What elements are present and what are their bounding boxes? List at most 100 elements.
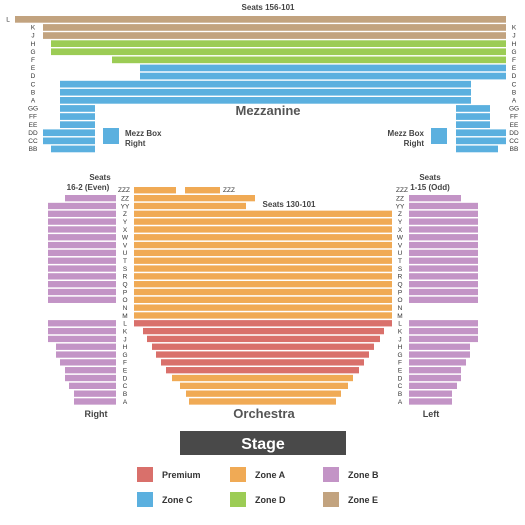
mezz-row-ff-block-0[interactable] bbox=[60, 113, 95, 120]
orch-center-row-f[interactable] bbox=[161, 359, 364, 366]
orch-left-row-h[interactable] bbox=[409, 343, 470, 350]
mezz-row-l-block-0[interactable] bbox=[15, 16, 506, 23]
orch-center-row-y[interactable] bbox=[134, 218, 392, 225]
mezz-row-bb-block-0[interactable] bbox=[51, 145, 95, 153]
orch-center-row-d[interactable] bbox=[172, 374, 353, 382]
mezz-row-e-block-0[interactable] bbox=[140, 64, 506, 72]
orch-right-row-o[interactable] bbox=[48, 296, 116, 303]
mezz-row-gg-block-0[interactable] bbox=[60, 105, 95, 112]
orch-row-zzz-block-1[interactable] bbox=[185, 187, 220, 194]
orch-left-row-p[interactable] bbox=[409, 288, 478, 296]
orch-center-row-o[interactable] bbox=[134, 296, 392, 303]
orch-center-row-h[interactable] bbox=[152, 343, 374, 350]
orch-center-row-g[interactable] bbox=[156, 351, 369, 358]
orch-right-row-f[interactable] bbox=[60, 359, 116, 366]
orch-left-row-b[interactable] bbox=[409, 390, 452, 397]
orch-center-row-x[interactable] bbox=[134, 226, 392, 233]
mezz-row-b-block-0[interactable] bbox=[60, 88, 471, 96]
mezz-row-dd-block-0[interactable] bbox=[43, 129, 95, 137]
mezz-row-k-block-0[interactable] bbox=[43, 24, 506, 31]
orch-center-row-n[interactable] bbox=[134, 304, 392, 311]
orch-center-row-zz[interactable] bbox=[134, 195, 255, 202]
mezz-row-f-block-0[interactable] bbox=[112, 56, 506, 64]
orch-center-row-c[interactable] bbox=[180, 382, 348, 389]
orch-center-row-a[interactable] bbox=[189, 398, 336, 405]
orch-left-row-x[interactable] bbox=[409, 226, 478, 233]
mezz-row-ff-block-1[interactable] bbox=[456, 113, 490, 120]
orch-left-row-o[interactable] bbox=[409, 296, 478, 303]
mezz-row-d-block-0[interactable] bbox=[140, 72, 506, 80]
mezz-row-ee-block-0[interactable] bbox=[60, 121, 95, 128]
orch-right-row-x[interactable] bbox=[48, 226, 116, 233]
orch-left-row-v[interactable] bbox=[409, 241, 478, 249]
orch-row-zzz-block-0[interactable] bbox=[134, 187, 176, 194]
orch-left-row-c[interactable] bbox=[409, 382, 457, 389]
orch-right-row-a[interactable] bbox=[74, 398, 116, 405]
orch-right-row-s[interactable] bbox=[48, 265, 116, 272]
orch-left-row-j[interactable] bbox=[409, 335, 478, 343]
orch-center-row-m[interactable] bbox=[134, 312, 392, 319]
orch-center-row-e[interactable] bbox=[166, 367, 359, 374]
orch-right-row-t[interactable] bbox=[48, 257, 116, 264]
orch-right-row-e[interactable] bbox=[65, 367, 116, 374]
orch-right-row-l[interactable] bbox=[48, 320, 116, 327]
orch-center-row-z[interactable] bbox=[134, 210, 392, 217]
mezz-row-dd-block-1[interactable] bbox=[456, 129, 506, 137]
orch-center-row-v[interactable] bbox=[134, 241, 392, 249]
orch-left-row-e[interactable] bbox=[409, 367, 461, 374]
mezz-row-j-block-0[interactable] bbox=[43, 32, 506, 39]
orch-right-row-r[interactable] bbox=[48, 273, 116, 280]
orch-left-row-yy[interactable] bbox=[409, 202, 478, 210]
orch-center-row-s[interactable] bbox=[134, 265, 392, 272]
orch-right-row-h[interactable] bbox=[56, 343, 116, 350]
orch-left-row-l[interactable] bbox=[409, 320, 478, 327]
orch-left-row-r[interactable] bbox=[409, 273, 478, 280]
orch-center-row-k[interactable] bbox=[143, 327, 384, 335]
mezz-row-cc-block-1[interactable] bbox=[456, 137, 506, 145]
orch-left-row-y[interactable] bbox=[409, 218, 478, 225]
orch-right-row-y[interactable] bbox=[48, 218, 116, 225]
orch-center-row-t[interactable] bbox=[134, 257, 392, 264]
orch-right-row-p[interactable] bbox=[48, 288, 116, 296]
orch-left-row-s[interactable] bbox=[409, 265, 478, 272]
mezz-row-ee-block-1[interactable] bbox=[456, 121, 490, 128]
orch-left-row-d[interactable] bbox=[409, 374, 461, 382]
orch-left-row-zz[interactable] bbox=[409, 195, 461, 202]
mezz-box-left[interactable] bbox=[103, 128, 119, 144]
orch-center-row-w[interactable] bbox=[134, 234, 392, 241]
orch-left-row-a[interactable] bbox=[409, 398, 452, 405]
orch-right-row-yy[interactable] bbox=[48, 202, 116, 210]
orch-center-row-l[interactable] bbox=[134, 320, 392, 327]
mezz-box-right[interactable] bbox=[431, 128, 447, 144]
mezz-row-bb-block-1[interactable] bbox=[456, 145, 498, 153]
orch-center-row-b[interactable] bbox=[186, 390, 341, 397]
orch-right-row-b[interactable] bbox=[74, 390, 116, 397]
orch-right-row-c[interactable] bbox=[69, 382, 116, 389]
orch-right-row-g[interactable] bbox=[56, 351, 116, 358]
orch-right-row-q[interactable] bbox=[48, 281, 116, 288]
orch-left-row-k[interactable] bbox=[409, 327, 478, 335]
orch-right-row-zz[interactable] bbox=[65, 195, 116, 202]
orch-center-row-u[interactable] bbox=[134, 249, 392, 257]
orch-center-row-q[interactable] bbox=[134, 281, 392, 288]
orch-right-row-k[interactable] bbox=[48, 327, 116, 335]
orch-left-row-t[interactable] bbox=[409, 257, 478, 264]
orch-center-row-p[interactable] bbox=[134, 288, 392, 296]
orch-left-row-w[interactable] bbox=[409, 234, 478, 241]
orch-center-row-yy[interactable] bbox=[134, 202, 246, 210]
mezz-row-h-block-0[interactable] bbox=[51, 40, 506, 47]
orch-left-row-u[interactable] bbox=[409, 249, 478, 257]
mezz-row-a-block-0[interactable] bbox=[60, 97, 471, 104]
orch-right-row-j[interactable] bbox=[48, 335, 116, 343]
mezz-row-c-block-0[interactable] bbox=[60, 80, 471, 88]
orch-center-row-j[interactable] bbox=[147, 335, 380, 343]
mezz-row-cc-block-0[interactable] bbox=[43, 137, 95, 145]
orch-left-row-q[interactable] bbox=[409, 281, 478, 288]
orch-right-row-z[interactable] bbox=[48, 210, 116, 217]
orch-left-row-z[interactable] bbox=[409, 210, 478, 217]
mezz-row-g-block-0[interactable] bbox=[51, 48, 506, 56]
orch-center-row-r[interactable] bbox=[134, 273, 392, 280]
orch-left-row-g[interactable] bbox=[409, 351, 470, 358]
orch-left-row-f[interactable] bbox=[409, 359, 466, 366]
mezz-row-gg-block-1[interactable] bbox=[456, 105, 490, 112]
